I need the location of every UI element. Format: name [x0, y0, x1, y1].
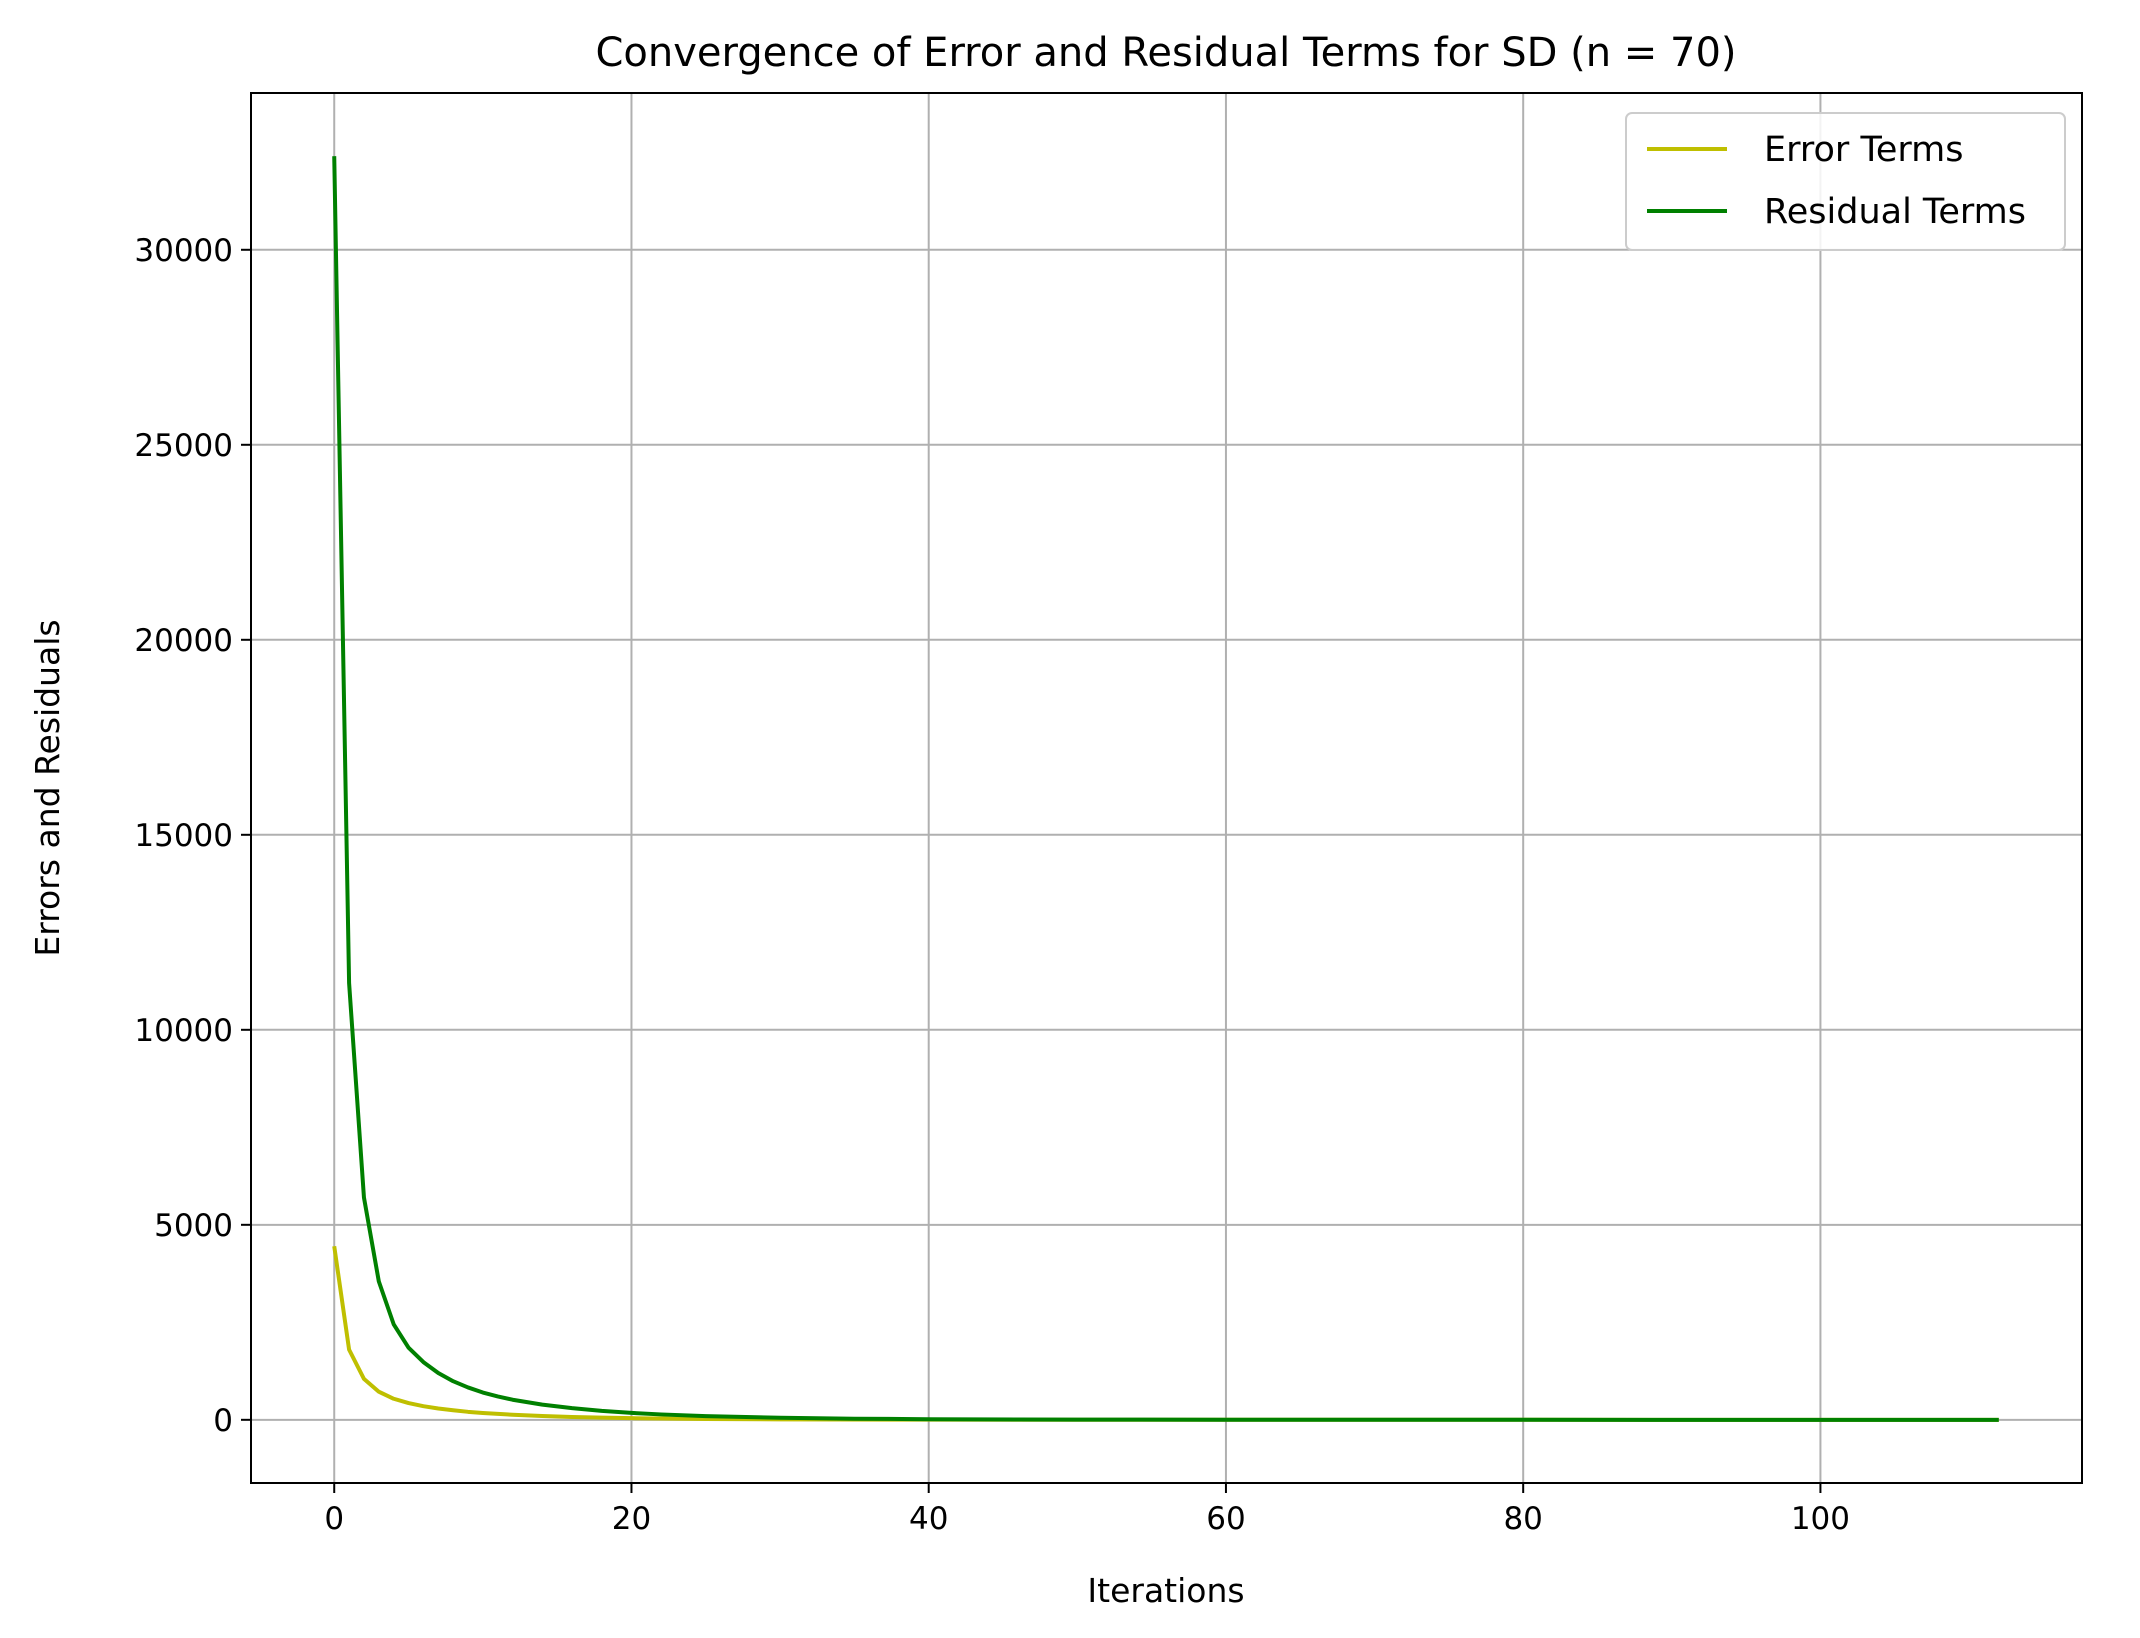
y-tick-label: 20000 — [134, 623, 233, 659]
legend-box — [1625, 112, 2066, 251]
y-tick-label: 25000 — [134, 428, 233, 464]
x-axis-ticks: 0 20 40 60 80 100 — [324, 1483, 1850, 1537]
x-axis-label: Iterations — [1087, 1571, 1244, 1610]
grid — [251, 93, 2082, 1483]
y-tick-label: 30000 — [134, 233, 233, 269]
series-layer — [332, 156, 1999, 1422]
x-tick-label: 60 — [1206, 1501, 1245, 1537]
chart-title: Convergence of Error and Residual Terms … — [595, 30, 1736, 76]
y-tick-label: 5000 — [154, 1208, 233, 1244]
x-tick-label: 80 — [1503, 1501, 1542, 1537]
x-tick-label: 0 — [324, 1501, 344, 1537]
y-tick-label: 10000 — [134, 1013, 233, 1049]
y-axis-ticks: 0 5000 10000 15000 20000 25000 30000 — [134, 233, 251, 1439]
legend-label-residual-terms: Residual Terms — [1764, 192, 2026, 232]
legend-label-error-terms: Error Terms — [1764, 130, 1964, 170]
legend: Error Terms Residual Terms — [1625, 112, 2066, 251]
y-tick-label: 0 — [213, 1403, 233, 1439]
x-tick-label: 20 — [612, 1501, 651, 1537]
y-axis-label: Errors and Residuals — [28, 619, 67, 956]
x-tick-label: 100 — [1791, 1501, 1850, 1537]
y-tick-label: 15000 — [134, 818, 233, 854]
plot-frame — [250, 92, 2083, 1484]
x-tick-label: 40 — [909, 1501, 948, 1537]
series-line-residual-terms — [332, 156, 1999, 1422]
